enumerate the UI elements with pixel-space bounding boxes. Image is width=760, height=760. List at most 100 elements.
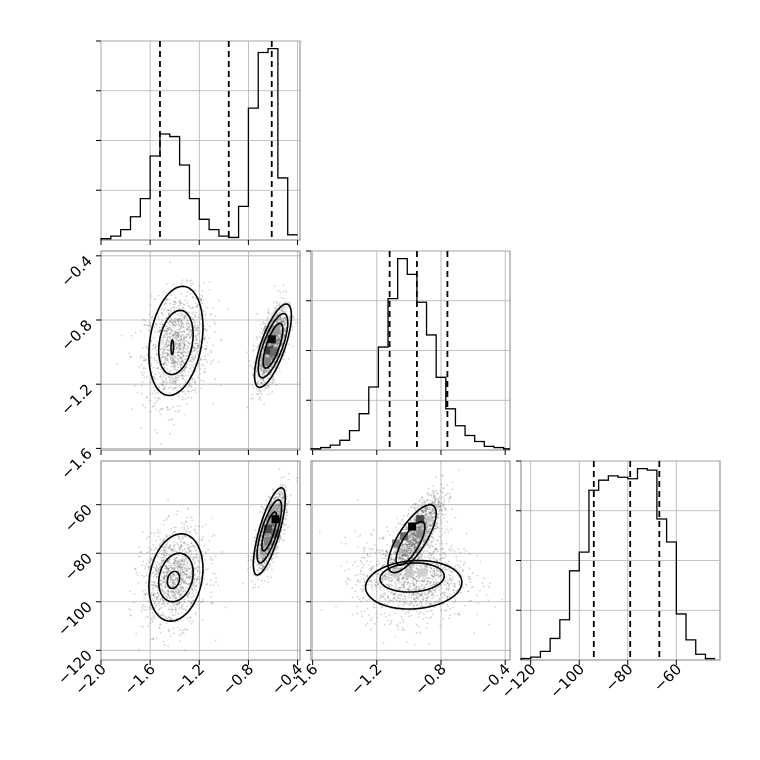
sample-point <box>137 556 140 558</box>
sample-point <box>282 496 284 499</box>
sample-point <box>270 576 272 579</box>
sample-point <box>174 300 176 303</box>
sample-point <box>258 551 260 554</box>
sample-point <box>151 315 154 318</box>
sample-point <box>174 343 177 346</box>
sample-point <box>180 360 183 363</box>
sample-point <box>146 324 148 327</box>
sample-point <box>195 603 198 605</box>
sample-point <box>189 343 191 345</box>
sample-point <box>166 561 169 564</box>
sample-point <box>277 337 280 340</box>
sample-point <box>258 343 260 346</box>
sample-point <box>176 374 179 376</box>
sample-point <box>192 358 195 361</box>
sample-point <box>171 590 174 593</box>
sample-point <box>180 337 183 340</box>
sample-point <box>156 569 158 572</box>
sample-point <box>194 327 197 330</box>
sample-point <box>271 365 274 368</box>
sample-point <box>156 529 159 531</box>
sample-point <box>191 623 193 625</box>
sample-point <box>264 562 267 565</box>
sample-point <box>165 519 168 521</box>
sample-point <box>170 606 173 608</box>
sample-point <box>185 582 188 585</box>
grid-horizontal <box>101 255 300 449</box>
sample-point <box>266 551 269 553</box>
histogram-step-p1 <box>310 258 510 450</box>
sample-point <box>279 503 281 506</box>
sample-point <box>174 588 177 591</box>
sample-point <box>264 387 267 389</box>
sample-point <box>270 343 273 346</box>
sample-point <box>191 596 193 599</box>
sample-point <box>175 559 177 562</box>
sample-point <box>197 303 200 306</box>
sample-point <box>274 553 277 555</box>
sample-point <box>161 355 164 358</box>
sample-point <box>165 567 168 570</box>
sample-point <box>156 431 158 434</box>
sample-point <box>188 601 191 603</box>
sample-point <box>177 358 179 361</box>
sample-point <box>184 358 187 361</box>
sample-point <box>178 342 181 345</box>
sample-point <box>190 328 193 331</box>
sample-point <box>172 584 175 586</box>
sample-point <box>173 340 176 343</box>
sample-point <box>210 602 213 604</box>
sample-point <box>271 355 274 358</box>
sample-point <box>171 590 174 593</box>
sample-point <box>177 593 180 596</box>
sample-point <box>143 376 146 379</box>
sample-point <box>175 343 178 346</box>
sample-point <box>173 604 176 606</box>
sample-point <box>176 579 179 582</box>
sample-point <box>285 311 287 314</box>
sample-point <box>261 355 263 357</box>
sample-point <box>163 550 166 553</box>
sample-point <box>276 314 279 316</box>
sample-point <box>169 577 172 579</box>
sample-point <box>275 345 278 348</box>
sample-point <box>196 305 198 308</box>
sample-point <box>163 592 166 595</box>
sample-point <box>165 622 168 625</box>
sample-point <box>180 521 183 524</box>
sample-point <box>194 585 197 588</box>
sample-point <box>274 333 277 336</box>
sample-point <box>147 565 150 568</box>
sample-point <box>162 539 165 542</box>
sample-point <box>178 596 181 598</box>
sample-point <box>257 393 260 396</box>
sample-point <box>169 302 171 305</box>
sample-point <box>175 356 178 359</box>
sample-point <box>261 531 264 533</box>
sample-point <box>189 284 192 287</box>
sample-point <box>181 535 184 538</box>
sample-point <box>266 317 269 320</box>
sample-point <box>160 582 163 585</box>
sample-point <box>181 369 184 371</box>
sample-point <box>164 554 167 556</box>
sample-point <box>193 349 196 352</box>
sample-point <box>274 314 277 317</box>
sample-point <box>190 279 193 282</box>
sample-point <box>174 322 177 325</box>
sample-point <box>252 397 254 400</box>
sample-point <box>193 378 196 381</box>
sample-point <box>138 649 140 651</box>
sample-point <box>174 381 177 383</box>
sample-point <box>174 560 177 562</box>
sample-point <box>175 348 177 351</box>
sample-point <box>262 546 265 548</box>
sample-point <box>181 321 184 324</box>
sample-point <box>153 581 155 584</box>
histogram-step-p2 <box>520 468 716 660</box>
sample-point <box>170 574 172 577</box>
sample-point <box>181 555 184 558</box>
sample-point <box>172 291 175 294</box>
sample-point <box>197 559 200 562</box>
sample-point <box>145 563 148 565</box>
